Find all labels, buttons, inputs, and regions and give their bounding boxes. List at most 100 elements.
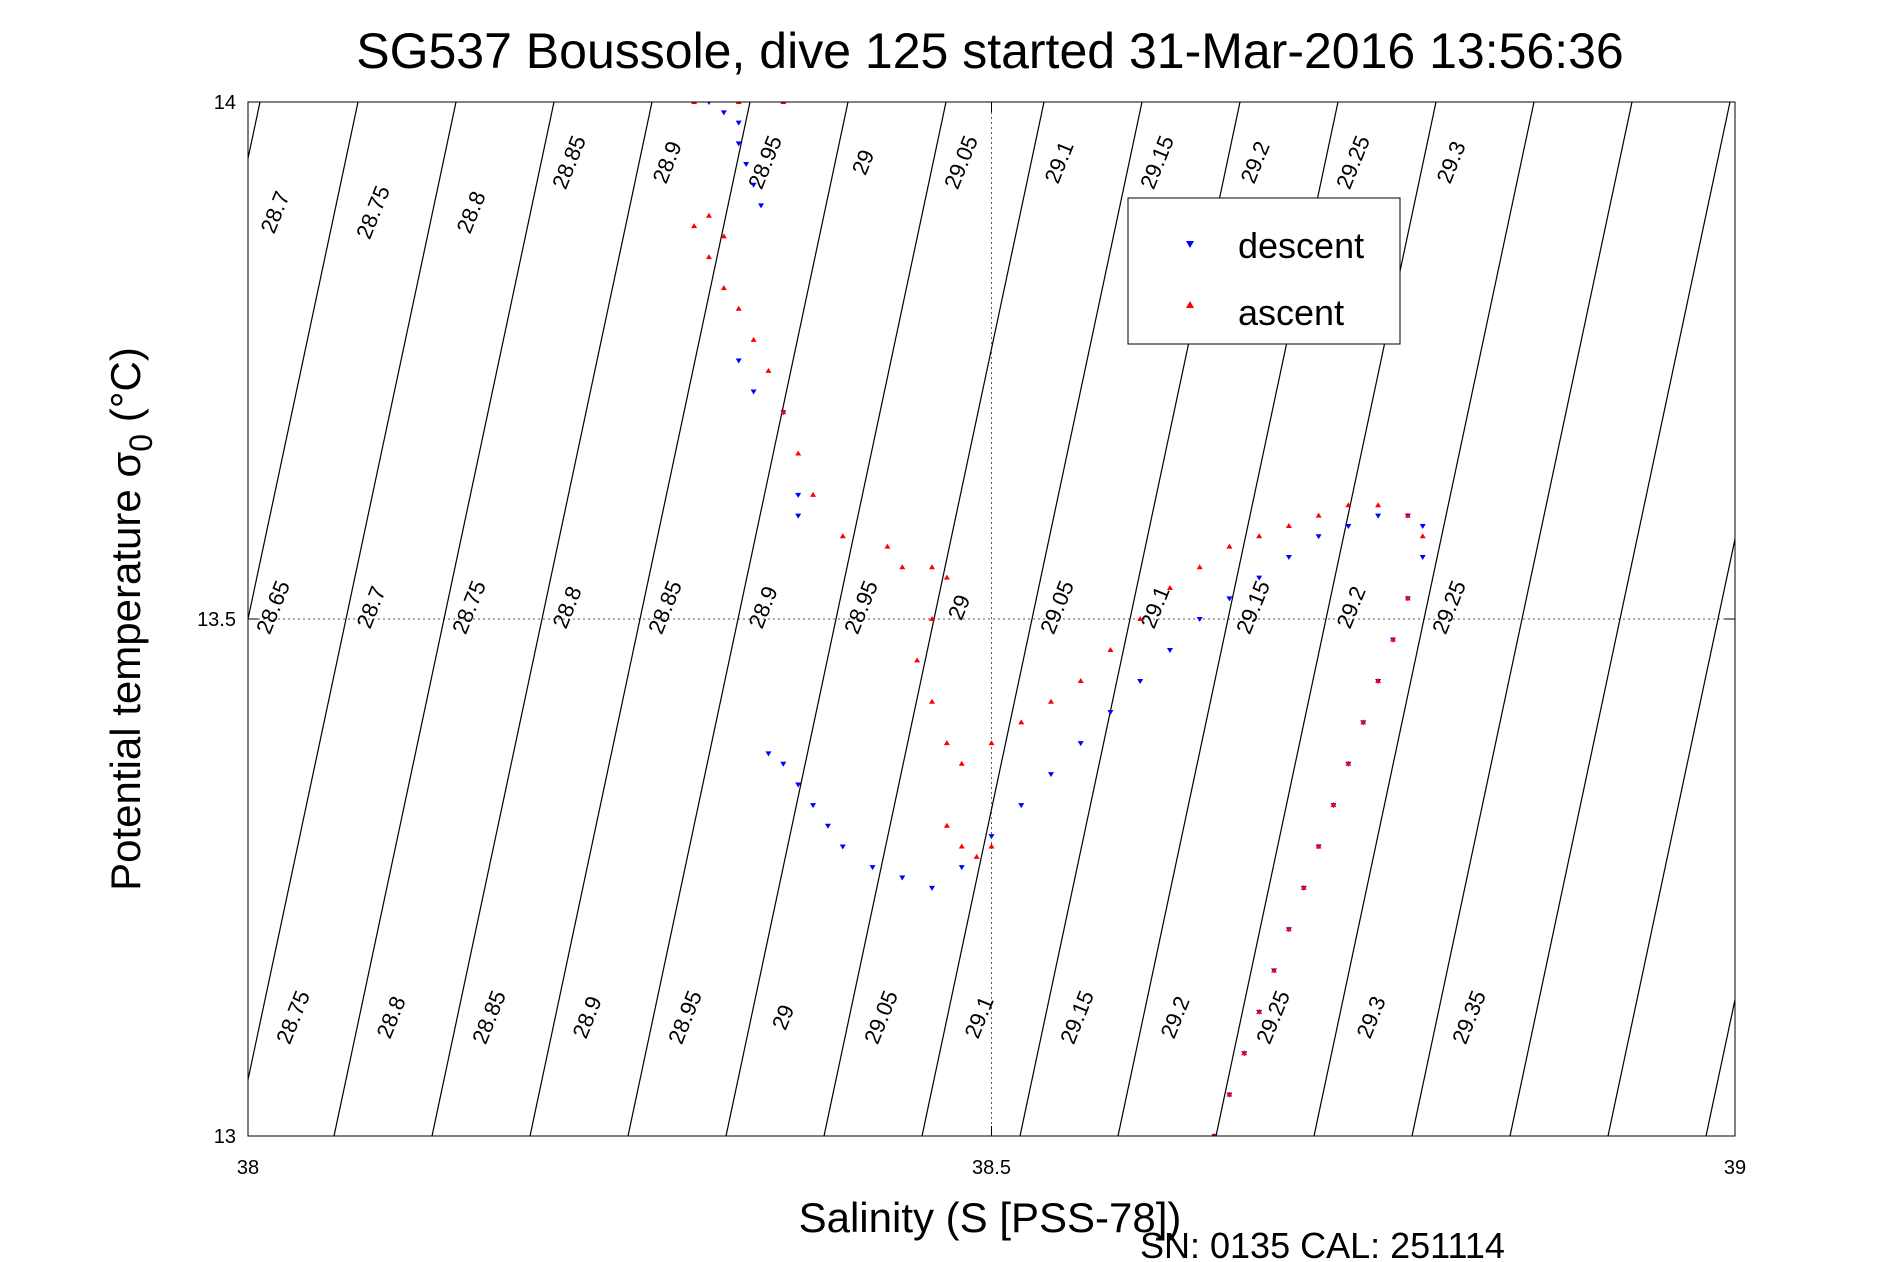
density-contour [333, 102, 555, 1136]
density-contour [0, 102, 64, 1136]
ascent-point [1285, 926, 1292, 932]
serial-calibration-label: SN: 0135 CAL: 251114 [1140, 1225, 1505, 1262]
grid-lines [248, 102, 1735, 1136]
descent-point [795, 782, 802, 788]
ascent-point [943, 574, 950, 580]
ascent-point [1256, 533, 1263, 539]
legend: descent ascent [1127, 197, 1401, 345]
ascent-point [705, 212, 712, 218]
ascent-point [1285, 522, 1292, 528]
y-tick-label: 13 [214, 1126, 236, 1148]
descent-point [795, 492, 802, 498]
ascent-point [929, 698, 936, 704]
ascent-point [1226, 1091, 1233, 1097]
ascent-point [1166, 584, 1173, 590]
y-tick-label: 13.5 [197, 609, 236, 631]
ascent-point [943, 822, 950, 828]
y-axis-label-symbol: σ [102, 452, 149, 478]
descent-point [1419, 554, 1426, 560]
ascent-point [943, 740, 950, 746]
x-tick-label: 39 [1724, 1157, 1746, 1179]
ascent-point [705, 254, 712, 260]
ascent-point [1404, 595, 1411, 601]
descent-point [743, 162, 750, 168]
ascent-point [988, 740, 995, 746]
x-tick-label: 38.5 [972, 1157, 1011, 1179]
ascent-point [1256, 1008, 1263, 1014]
ascent-point [884, 543, 891, 549]
density-contour [1509, 102, 1731, 1136]
density-contour [248, 102, 457, 1083]
legend-label-descent: descent [1238, 225, 1364, 266]
x-axis-label: Salinity (S [PSS-78]) [799, 1194, 1182, 1241]
plot-area: 28.7 28.75 28.828.85 28.9 28.95 29 29.05 29.1 29… [0, 101, 1891, 1137]
ascent-point [988, 843, 995, 849]
ascent-point [1241, 1050, 1248, 1056]
descent-point [735, 141, 742, 147]
ascent-point [1404, 512, 1411, 518]
descent-point [750, 182, 757, 188]
descent-point [1018, 803, 1025, 809]
ascent-point [1360, 719, 1367, 725]
ascent-point [929, 564, 936, 570]
ascent-point [1345, 760, 1352, 766]
descent-point [824, 823, 831, 829]
descent-point [720, 110, 727, 116]
density-contour [1411, 102, 1633, 1136]
density-contour [431, 102, 653, 1136]
ascent-point [1107, 647, 1114, 653]
descent-point [765, 751, 772, 757]
descent-point [1137, 679, 1144, 685]
density-contour [1313, 102, 1535, 1136]
descent-point [1256, 575, 1263, 581]
x-axis-ticks: 38 38.5 39 [237, 102, 1746, 1179]
descent-point [758, 203, 765, 209]
descent-point [1419, 523, 1426, 529]
ascent-point [929, 616, 936, 621]
density-contour [529, 102, 751, 1136]
descent-point [810, 803, 817, 809]
descent-point [1196, 617, 1203, 622]
legend-box [1127, 197, 1401, 345]
density-contour [1607, 536, 1735, 1136]
descent-point [899, 875, 906, 881]
descent-point [839, 844, 846, 850]
ascent-point [780, 409, 787, 415]
density-contour [725, 102, 947, 1136]
ascent-point [750, 336, 757, 342]
descent-point [795, 513, 802, 519]
y-axis-label-main: Potential temperature [102, 478, 149, 891]
descent-point [929, 885, 936, 891]
ascent-point [1330, 802, 1337, 808]
descent-point [707, 102, 711, 105]
descent-point [958, 865, 965, 871]
ascent-point [958, 760, 965, 766]
descent-point [1345, 523, 1352, 529]
ascent-point [1212, 1133, 1217, 1136]
y-tick-label: 14 [214, 92, 236, 114]
density-contour [823, 102, 1045, 1136]
series-ascent [691, 102, 1426, 1136]
descent-point [750, 389, 757, 395]
descent-point [1107, 710, 1114, 716]
ascent-point [958, 843, 965, 849]
ascent-point [1047, 698, 1054, 704]
descent-point [1315, 534, 1322, 540]
ascent-point [914, 657, 921, 663]
descent-point [1375, 513, 1382, 519]
density-contour [1804, 102, 1891, 1136]
descent-point [735, 120, 742, 126]
ascent-point [839, 533, 846, 539]
y-axis-label-unit: (°C) [102, 347, 149, 434]
descent-point [1285, 554, 1292, 560]
ascent-point [1419, 533, 1426, 539]
legend-label-ascent: ascent [1238, 292, 1344, 333]
ascent-point [1196, 564, 1203, 570]
ascent-point [1389, 636, 1396, 642]
ascent-point [973, 853, 980, 859]
chart-title: SG537 Boussole, dive 125 started 31-Mar-… [356, 23, 1623, 79]
y-axis-label-subscript: 0 [123, 434, 159, 452]
descent-point [1047, 772, 1054, 778]
ascent-point [810, 491, 817, 497]
